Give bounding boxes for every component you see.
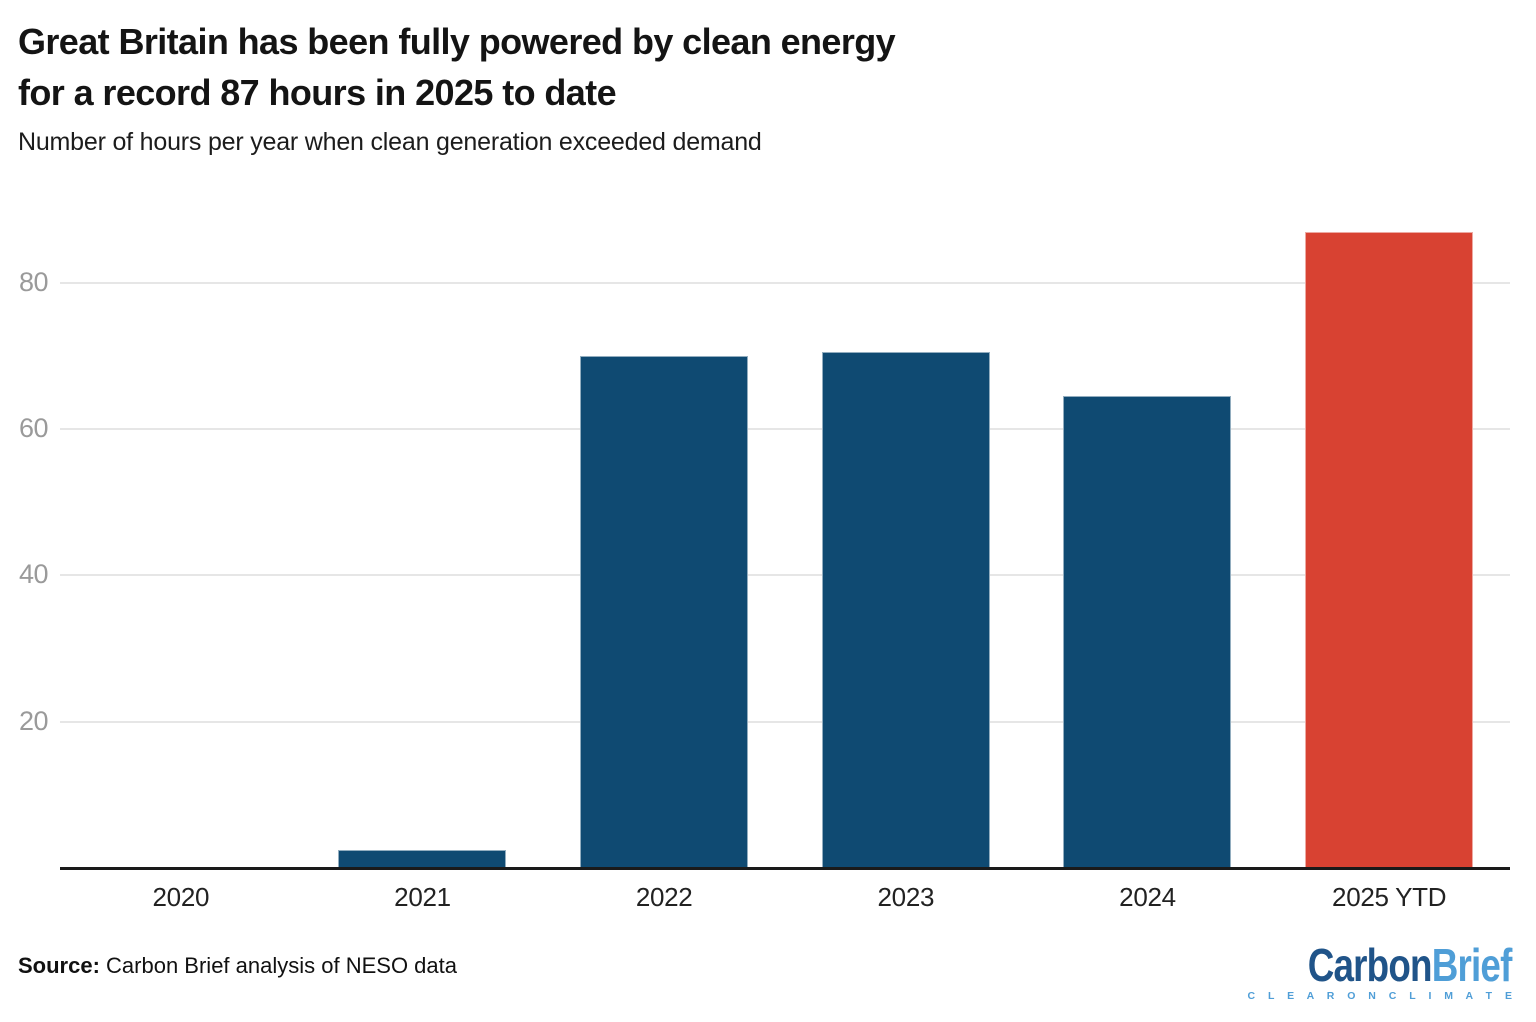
carbonbrief-wordmark: CarbonBrief <box>1300 939 1513 991</box>
y-tick-label-60: 60 <box>18 413 49 444</box>
source-line: Source: Carbon Brief analysis of NESO da… <box>18 953 457 979</box>
y-tick-label-20: 20 <box>18 705 49 736</box>
x-tick-label-2021: 2021 <box>394 882 451 912</box>
bar-2023 <box>822 352 990 868</box>
bar-2021 <box>338 850 506 868</box>
x-tick-label-2022: 2022 <box>635 882 693 912</box>
bar-2025-ytd <box>1305 232 1473 868</box>
x-axis-line <box>60 867 1510 870</box>
y-tick-label-80: 80 <box>18 266 49 297</box>
bar-2024 <box>1063 396 1231 868</box>
logo-tagline: C L E A R O N C L I M A T E <box>1247 990 1517 1002</box>
chart-header: Great Britain has been fully powered by … <box>18 16 1518 157</box>
gridline-40 <box>60 574 1510 577</box>
chart-title-line2: for a record 87 hours in 2025 to date <box>18 72 617 113</box>
gridline-60 <box>60 428 1510 431</box>
logo-brief-text: Brief <box>1432 939 1513 991</box>
gridline-80 <box>60 281 1510 284</box>
chart-title-line1: Great Britain has been fully powered by … <box>18 21 896 62</box>
chart-title: Great Britain has been fully powered by … <box>18 16 1518 118</box>
x-tick-label-2023: 2023 <box>877 882 935 912</box>
chart-subtitle: Number of hours per year when clean gene… <box>18 128 762 156</box>
x-tick-label-2024: 2024 <box>1119 882 1176 912</box>
source-label: Source: <box>18 953 100 978</box>
gridline-20 <box>60 720 1510 723</box>
source-text: Carbon Brief analysis of NESO data <box>99 953 457 978</box>
x-tick-label-2025-ytd: 2025 YTD <box>1332 882 1447 912</box>
bar-2022 <box>580 356 748 868</box>
y-tick-label-40: 40 <box>18 559 49 590</box>
carbonbrief-logo: CarbonBrief C L E A R O N C L I M A T E <box>1247 942 1512 1002</box>
x-tick-label-2020: 2020 <box>152 882 210 912</box>
logo-carbon-text: Carbon <box>1308 939 1433 991</box>
